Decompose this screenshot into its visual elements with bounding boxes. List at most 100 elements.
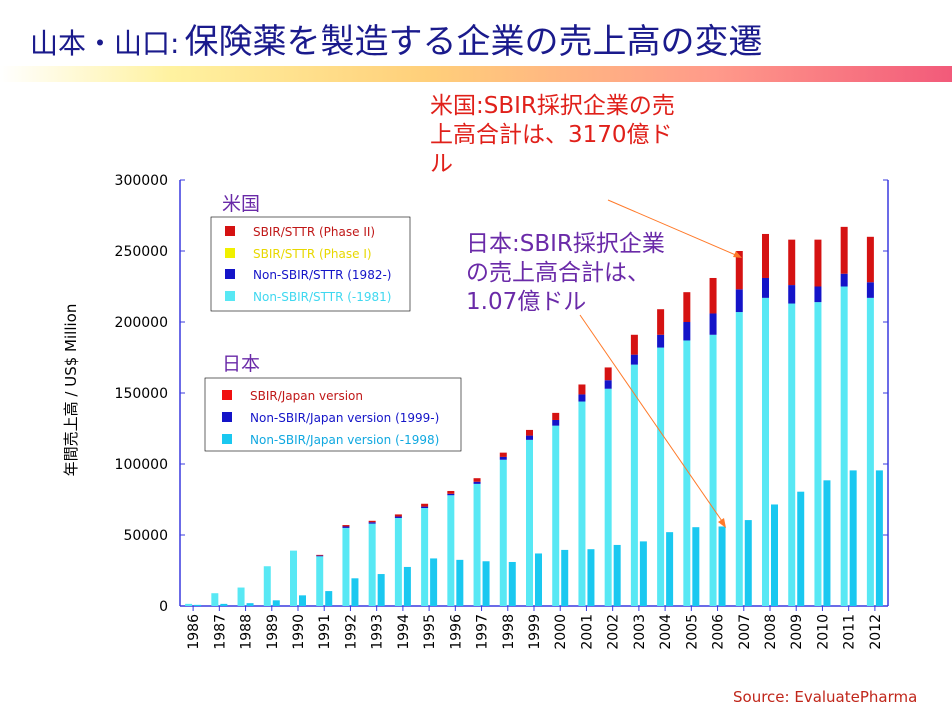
y-tick-label: 50000 bbox=[123, 528, 168, 544]
us-bar-nonsbir-old bbox=[263, 566, 271, 606]
jp-bar-nonsbir-old bbox=[639, 541, 647, 606]
legend-jp-heading: 日本 bbox=[222, 353, 260, 375]
jp-bar-nonsbir-old bbox=[535, 553, 542, 606]
us-bar-nonsbir-old bbox=[814, 302, 822, 606]
legend-us-item-nonsbir-new: Non-SBIR/STTR (1982-) bbox=[253, 268, 391, 282]
us-bar-nonsbir-new bbox=[762, 277, 769, 298]
x-tick-label: 1988 bbox=[239, 614, 255, 650]
us-bar-phase2 bbox=[578, 384, 586, 395]
jp-bar-nonsbir-old bbox=[430, 558, 438, 606]
y-tick-label: 250000 bbox=[115, 244, 168, 260]
us-bar-nonsbir-old bbox=[394, 517, 402, 606]
legend-jp-item-old: Non-SBIR/Japan version (-1998) bbox=[250, 433, 439, 447]
us-bar-phase2 bbox=[840, 226, 848, 274]
y-tick-label: 200000 bbox=[115, 315, 168, 331]
jp-bar-nonsbir-old bbox=[246, 603, 254, 606]
us-bar-nonsbir-new bbox=[552, 419, 560, 426]
jp-bar-nonsbir-old bbox=[692, 527, 700, 606]
us-bar-phase2 bbox=[788, 239, 796, 286]
jp-bar-nonsbir-old bbox=[456, 559, 464, 606]
legend-us-swatch-phase2 bbox=[225, 226, 235, 236]
title-main: 保険薬を製造する企業の売上高の変遷 bbox=[184, 22, 763, 62]
jp-bar-nonsbir-old bbox=[771, 504, 778, 606]
us-bar-nonsbir-old bbox=[735, 312, 743, 606]
us-bar-phase2 bbox=[526, 429, 533, 436]
us-bar-nonsbir-new bbox=[421, 506, 429, 509]
jp-bar-nonsbir-old bbox=[482, 561, 490, 606]
us-bar-phase2 bbox=[657, 309, 665, 335]
jp-bar-nonsbir-old bbox=[666, 532, 674, 606]
us-bar-phase2 bbox=[421, 503, 429, 507]
x-tick-label: 1990 bbox=[291, 614, 307, 650]
x-tick-label: 2011 bbox=[842, 614, 858, 650]
arrow-us bbox=[607, 199, 739, 257]
x-tick-label: 1986 bbox=[186, 614, 202, 650]
us-bar-nonsbir-old bbox=[709, 334, 717, 606]
legend-jp-swatch-new bbox=[222, 412, 232, 422]
legend-us-swatch-nonsbir-new bbox=[225, 269, 235, 279]
x-tick-label: 2009 bbox=[789, 614, 805, 650]
arrow-jp bbox=[579, 314, 725, 525]
us-bar-phase2 bbox=[473, 478, 481, 482]
legend-jp: 日本 SBIR/Japan version Non-SBIR/Japan ver… bbox=[204, 353, 462, 452]
jp-bar-nonsbir-old bbox=[587, 549, 595, 606]
us-bar-nonsbir-old bbox=[552, 425, 560, 606]
x-tick-label: 2004 bbox=[658, 614, 674, 650]
us-bar-nonsbir-new bbox=[316, 555, 324, 557]
us-bar-nonsbir-new bbox=[630, 354, 638, 365]
us-bar-nonsbir-new bbox=[578, 394, 586, 402]
us-bar-nonsbir-old bbox=[499, 459, 507, 606]
us-bar-nonsbir-new bbox=[709, 313, 717, 335]
jp-bar-nonsbir-old bbox=[220, 603, 228, 606]
x-tick-label: 1991 bbox=[317, 614, 333, 650]
us-bar-nonsbir-old bbox=[342, 527, 350, 606]
arrow-jp-head bbox=[718, 518, 726, 528]
x-tick-label: 1999 bbox=[527, 614, 543, 650]
us-bar-phase2 bbox=[762, 233, 769, 278]
y-tick-label: 150000 bbox=[115, 386, 168, 402]
jp-bar-nonsbir-old bbox=[351, 578, 359, 606]
us-bar-phase2 bbox=[866, 236, 874, 283]
annotation-jp: 日本:SBIR採択企業の売上高合計は、1.07億ドル bbox=[466, 231, 665, 315]
legend-jp-item-sbir: SBIR/Japan version bbox=[250, 389, 363, 403]
us-bar-phase2 bbox=[394, 514, 402, 517]
x-tick-label: 1994 bbox=[396, 614, 412, 650]
jp-bar-nonsbir-old bbox=[797, 491, 805, 606]
source-credit: Source: EvaluatePharma bbox=[733, 688, 918, 706]
x-tick-label: 2008 bbox=[763, 614, 779, 650]
annotation-us: 米国:SBIR採択企業の売上高合計は、3170億ドル bbox=[430, 93, 675, 177]
us-bar-phase2 bbox=[709, 277, 717, 314]
legend-us-swatch-nonsbir-old bbox=[225, 291, 235, 301]
us-bar-phase2 bbox=[814, 239, 822, 287]
us-bar-nonsbir-new bbox=[814, 286, 822, 303]
us-bar-nonsbir-old bbox=[657, 347, 665, 606]
us-bar-nonsbir-old bbox=[526, 439, 533, 606]
legend-us-item-phase2: SBIR/STTR (Phase II) bbox=[253, 225, 375, 239]
us-bar-nonsbir-old bbox=[840, 286, 848, 606]
legend-us-item-nonsbir-old: Non-SBIR/STTR (-1981) bbox=[253, 290, 391, 304]
jp-bar-nonsbir-old bbox=[875, 470, 883, 606]
title-gradient-bar bbox=[0, 66, 952, 82]
jp-bar-nonsbir-old bbox=[849, 470, 857, 606]
x-tick-label: 2006 bbox=[711, 614, 727, 650]
us-bar-phase2 bbox=[316, 554, 324, 556]
us-bar-nonsbir-old bbox=[473, 483, 481, 606]
us-bar-nonsbir-new bbox=[735, 289, 743, 313]
us-bar-nonsbir-old bbox=[185, 603, 193, 606]
us-bar-nonsbir-old bbox=[762, 297, 769, 606]
jp-bar-nonsbir-old bbox=[508, 561, 516, 606]
slide-title: 山本・山口: 保険薬を製造する企業の売上高の変遷 bbox=[30, 14, 763, 63]
us-bar-phase2 bbox=[735, 251, 743, 290]
x-tick-label: 2000 bbox=[553, 614, 569, 650]
us-bar-phase2 bbox=[368, 520, 376, 523]
x-tick-label: 1997 bbox=[475, 614, 491, 650]
us-bar-nonsbir-old bbox=[683, 340, 691, 606]
us-bar-nonsbir-new bbox=[604, 380, 612, 389]
y-tick-label: 300000 bbox=[115, 173, 168, 189]
us-bar-nonsbir-old bbox=[604, 388, 612, 606]
y-tick-label: 100000 bbox=[115, 457, 168, 473]
us-bar-nonsbir-new bbox=[394, 516, 402, 518]
us-bar-nonsbir-old bbox=[630, 364, 638, 606]
jp-bar-nonsbir-old bbox=[823, 480, 831, 606]
